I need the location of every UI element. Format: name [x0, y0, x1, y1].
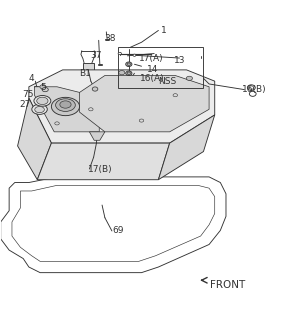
- Text: 27: 27: [19, 100, 30, 109]
- Polygon shape: [37, 143, 170, 180]
- Polygon shape: [35, 87, 99, 132]
- Ellipse shape: [37, 97, 48, 105]
- Text: 13: 13: [174, 56, 185, 65]
- Text: 75: 75: [23, 90, 34, 99]
- Ellipse shape: [55, 99, 75, 111]
- Polygon shape: [18, 98, 52, 180]
- Polygon shape: [89, 132, 105, 140]
- Text: 17(A): 17(A): [139, 53, 163, 62]
- Ellipse shape: [34, 95, 51, 106]
- Text: 17(B): 17(B): [88, 164, 113, 173]
- Ellipse shape: [92, 87, 98, 91]
- Ellipse shape: [42, 87, 48, 92]
- Text: 16(A): 16(A): [140, 74, 165, 84]
- Text: 69: 69: [112, 227, 123, 236]
- Ellipse shape: [52, 97, 80, 116]
- Text: 16(B): 16(B): [241, 85, 266, 94]
- Ellipse shape: [119, 71, 125, 75]
- Ellipse shape: [126, 71, 132, 76]
- Ellipse shape: [186, 76, 192, 80]
- Text: 38: 38: [104, 35, 116, 44]
- Text: 37: 37: [90, 51, 102, 60]
- Text: NSS: NSS: [158, 77, 177, 86]
- Ellipse shape: [35, 107, 44, 113]
- Polygon shape: [158, 115, 215, 180]
- Text: 5: 5: [40, 83, 46, 92]
- Polygon shape: [83, 63, 94, 70]
- Ellipse shape: [127, 72, 130, 75]
- Ellipse shape: [32, 104, 47, 114]
- Polygon shape: [80, 76, 209, 132]
- Polygon shape: [29, 70, 215, 143]
- Ellipse shape: [126, 62, 132, 67]
- Text: B1: B1: [79, 69, 91, 78]
- Ellipse shape: [60, 101, 71, 108]
- Ellipse shape: [118, 52, 121, 55]
- Text: 1: 1: [161, 26, 167, 35]
- Ellipse shape: [40, 85, 46, 89]
- Ellipse shape: [133, 54, 136, 56]
- Text: 4: 4: [29, 74, 35, 83]
- Text: FRONT: FRONT: [211, 280, 246, 290]
- Ellipse shape: [127, 63, 130, 66]
- Text: 14: 14: [147, 65, 158, 74]
